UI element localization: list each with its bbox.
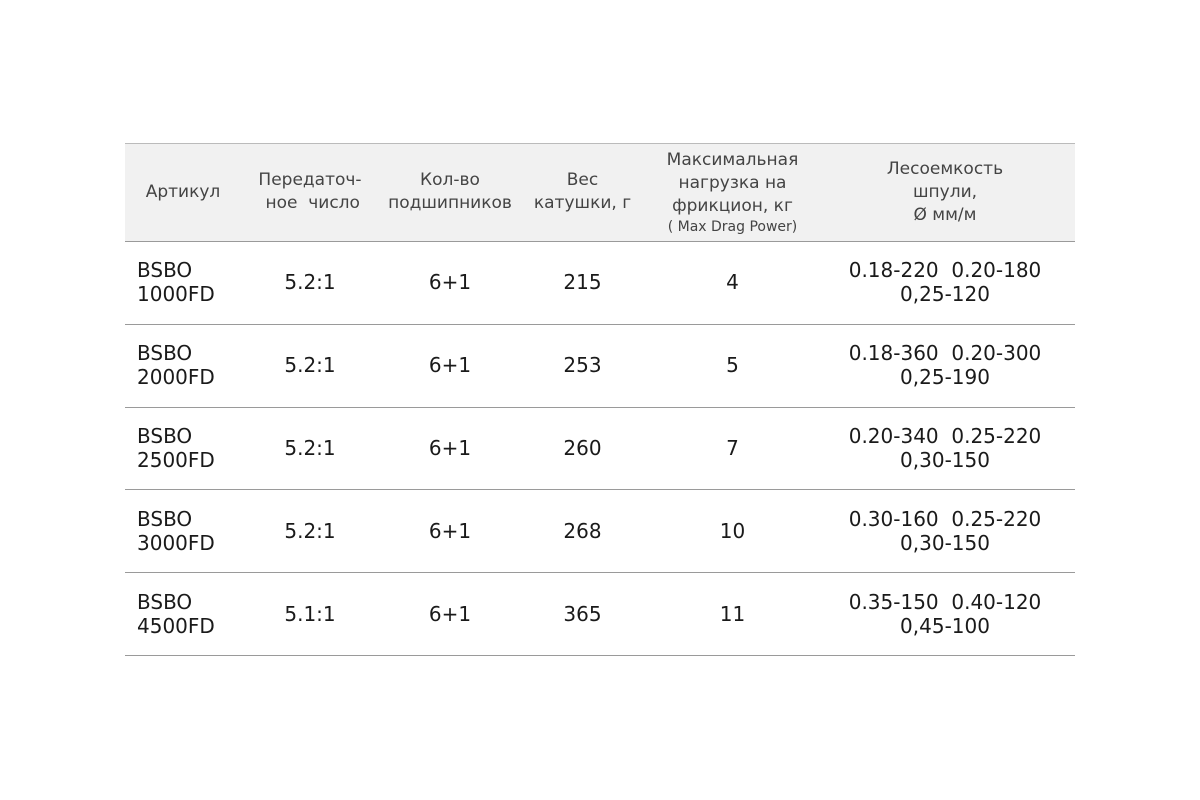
data-cell: 6+1	[380, 324, 520, 407]
text-line: 215	[563, 270, 602, 295]
data-cell: 0.18-360 0.20-300 0,25-190	[820, 324, 1070, 407]
text-line: ное число	[260, 193, 360, 213]
text-line: 253	[563, 353, 602, 378]
text-line: 0.18-360 0.20-300	[848, 341, 1042, 366]
text-line: 5.2:1	[284, 353, 336, 378]
text-line: 0,25-190	[900, 365, 990, 390]
data-cell: 4	[645, 241, 820, 324]
data-cell: 0.30-160 0.25-220 0,30-150	[820, 489, 1070, 572]
header-cell: Вес катушки, г	[520, 143, 645, 241]
text-line: 5.2:1	[284, 518, 336, 543]
data-cell: 10	[645, 489, 820, 572]
data-cell: 6+1	[380, 407, 520, 490]
text-line: катушки, г	[533, 193, 632, 213]
text-line: BSBO	[137, 341, 193, 366]
text-line: Передаточ-	[258, 170, 362, 190]
text-line: 0,30-150	[900, 530, 990, 555]
text-line: 365	[563, 601, 602, 626]
data-cell: 253	[520, 324, 645, 407]
text-line: 260	[563, 435, 602, 460]
data-cell: 5	[645, 324, 820, 407]
text-line: Максимальная	[666, 149, 799, 170]
text-line: 5.2:1	[284, 270, 336, 295]
data-cell: 215	[520, 241, 645, 324]
article-cell: BSBO 2500FD	[137, 407, 247, 490]
text-line: 0.18-220 0.20-180	[848, 258, 1042, 283]
row-divider	[125, 489, 1075, 491]
text-line: BSBO	[137, 589, 193, 614]
data-cell: 365	[520, 572, 645, 655]
article-cell: BSBO 3000FD	[137, 489, 247, 572]
text-line: BSBO	[137, 258, 193, 283]
text-line: шпули,	[912, 181, 978, 202]
data-cell: 0.18-220 0.20-180 0,25-120	[820, 241, 1070, 324]
data-cell: 5.2:1	[240, 489, 380, 572]
text-line: Артикул	[145, 181, 221, 202]
data-cell: 5.2:1	[240, 324, 380, 407]
data-cell: 6+1	[380, 572, 520, 655]
text-line: 2500FD	[137, 447, 215, 472]
text-line: Лесоемкость	[886, 158, 1004, 179]
header-cell: Максимальная нагрузка на фрикцион, кг ( Max…	[645, 143, 820, 241]
header-cell: Передаточ- ное число	[240, 143, 380, 241]
text-line: Ø мм/м	[913, 204, 977, 225]
row-divider	[125, 655, 1075, 656]
data-cell: 5.1:1	[240, 572, 380, 655]
text-line: Вес	[566, 170, 599, 190]
text-line: 2000FD	[137, 365, 215, 390]
text-line: 4	[726, 270, 739, 295]
text-line: 6+1	[428, 270, 472, 295]
text-line: 268	[563, 518, 602, 543]
text-line: 6+1	[428, 518, 472, 543]
header-cell: Кол-во подшипников	[380, 143, 520, 241]
text-line: 1000FD	[137, 282, 215, 307]
text-line: 7	[726, 435, 739, 460]
data-cell: 260	[520, 407, 645, 490]
text-line: фрикцион, кг	[672, 195, 793, 216]
text-line: 0.20-340 0.25-220	[848, 423, 1042, 448]
article-cell: BSBO 2000FD	[137, 324, 247, 407]
row-divider	[125, 406, 1075, 408]
text-line: нагрузка на	[678, 172, 787, 193]
header-background	[125, 143, 1075, 242]
text-line: 4500FD	[137, 613, 215, 638]
text-line: 6+1	[428, 601, 472, 626]
row-divider	[125, 572, 1075, 574]
header-cell: Артикул	[128, 143, 238, 241]
data-cell: 268	[520, 489, 645, 572]
text-line: BSBO	[137, 506, 193, 531]
header-cell: Лесоемкость шпули, Ø мм/м	[820, 143, 1070, 241]
text-line: 5.1:1	[284, 601, 336, 626]
text-line: 5	[726, 353, 739, 378]
text-line: 3000FD	[137, 530, 215, 555]
text-line: подшипников	[388, 193, 512, 213]
text-line: BSBO	[137, 423, 193, 448]
text-line: 11	[719, 601, 746, 626]
data-cell: 6+1	[380, 489, 520, 572]
text-line: ( Max Drag Power)	[667, 218, 798, 235]
data-cell: 5.2:1	[240, 407, 380, 490]
text-line: 0,30-150	[900, 447, 990, 472]
row-divider	[125, 323, 1075, 325]
row-divider	[125, 241, 1075, 242]
text-line: 5.2:1	[284, 435, 336, 460]
data-cell: 6+1	[380, 241, 520, 324]
data-cell: 0.35-150 0.40-120 0,45-100	[820, 572, 1070, 655]
data-cell: 11	[645, 572, 820, 655]
data-cell: 0.20-340 0.25-220 0,30-150	[820, 407, 1070, 490]
article-cell: BSBO 1000FD	[137, 241, 247, 324]
text-line: 0,45-100	[900, 613, 990, 638]
text-line: Кол-во	[420, 170, 480, 190]
text-line: 0,25-120	[900, 282, 990, 307]
text-line: 0.35-150 0.40-120	[848, 589, 1042, 614]
text-line: 0.30-160 0.25-220	[848, 506, 1042, 531]
text-line: 6+1	[428, 353, 472, 378]
text-line: 10	[719, 518, 746, 543]
data-cell: 5.2:1	[240, 241, 380, 324]
article-cell: BSBO 4500FD	[137, 572, 247, 655]
text-line: 6+1	[428, 435, 472, 460]
data-cell: 7	[645, 407, 820, 490]
